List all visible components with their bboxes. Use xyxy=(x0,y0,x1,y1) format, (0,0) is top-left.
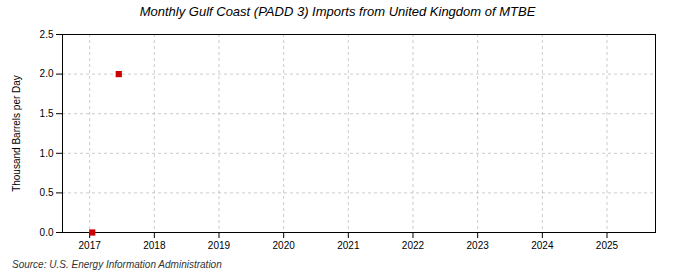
svg-text:2017: 2017 xyxy=(79,240,102,251)
svg-text:2.0: 2.0 xyxy=(40,68,54,79)
svg-text:2019: 2019 xyxy=(208,240,231,251)
svg-text:2025: 2025 xyxy=(596,240,619,251)
svg-text:1.5: 1.5 xyxy=(40,108,54,119)
svg-text:2021: 2021 xyxy=(337,240,360,251)
html-text:Source: U.S. Energy Informatio: Source: U.S. Energy Information Administ… xyxy=(12,259,222,270)
svg-text:0.0: 0.0 xyxy=(40,227,54,238)
svg-text:2024: 2024 xyxy=(531,240,554,251)
svg-text:1.0: 1.0 xyxy=(40,148,54,159)
svg-text:2018: 2018 xyxy=(143,240,166,251)
svg-text:Thousand Barrels per Day: Thousand Barrels per Day xyxy=(11,75,22,192)
svg-text:2020: 2020 xyxy=(273,240,296,251)
html-text:Monthly Gulf Coast (PADD 3) Im: Monthly Gulf Coast (PADD 3) Imports from… xyxy=(139,4,536,19)
svg-text:2023: 2023 xyxy=(467,240,490,251)
svg-text:0.5: 0.5 xyxy=(40,187,54,198)
svg-text:2022: 2022 xyxy=(402,240,425,251)
svg-text:2.5: 2.5 xyxy=(40,29,54,40)
